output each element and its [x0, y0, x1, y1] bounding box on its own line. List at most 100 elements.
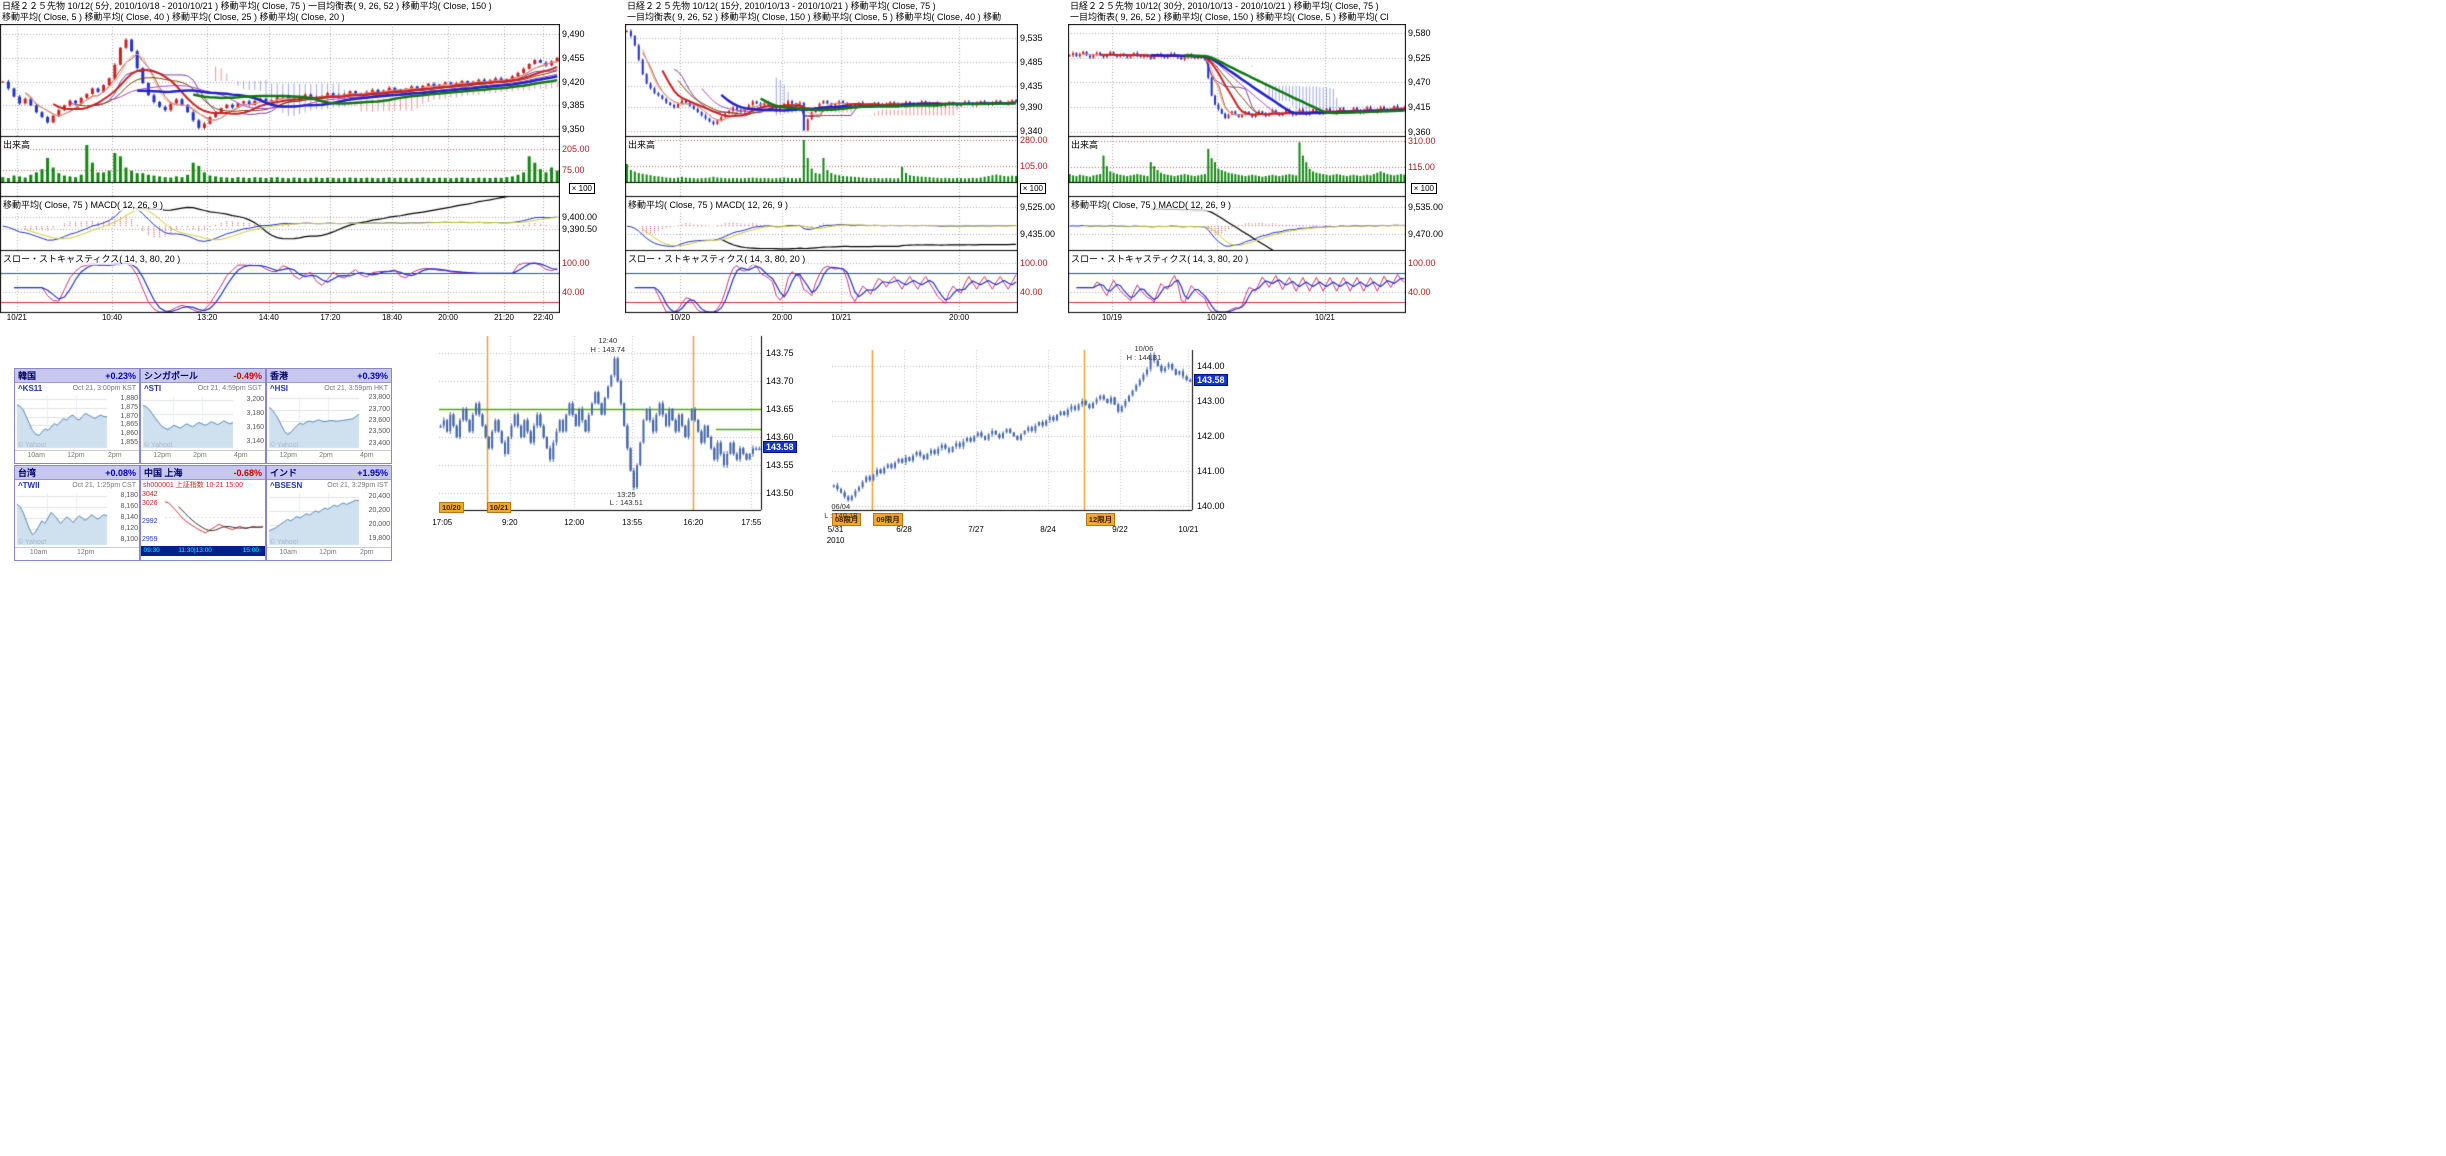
- market-tile-header: シンガポール -0.49%: [141, 369, 265, 383]
- time-tick-label: 10/20: [670, 313, 691, 322]
- yahoo-watermark: © Yahoo!: [18, 539, 47, 546]
- tile-ytick-label: 20,400: [368, 492, 390, 500]
- market-time-axis: 10am 12pm 2pm: [15, 450, 139, 462]
- intraday-detail-chart: 143.75 143.70 143.65 143.60 143.55 143.50 143.…: [432, 330, 799, 544]
- price-tick-label: 9,470: [1408, 77, 1431, 88]
- daily-history-chart: 144.00 143.00 142.00 141.00 140.00 143.58 5/31…: [824, 344, 1240, 545]
- price-tick-label: 143.70: [766, 375, 794, 386]
- tile-xtick-label: 11:30|13:00: [178, 547, 212, 554]
- market-tile-hongkong_hsi[interactable]: 香港 +0.39% ^HSI Oct 21, 3:59pm HKT 23,800 23,7…: [266, 368, 392, 464]
- volume-multiplier-badge: × 100: [1019, 183, 1046, 194]
- volume-tick-label: 205.00: [562, 144, 590, 155]
- tile-xtick-label: 10am: [27, 452, 45, 459]
- market-name: 中国 上海: [144, 468, 183, 478]
- tile-ytick-label: 20,000: [368, 521, 390, 529]
- market-subheader: ^KS11 Oct 21, 3:00pm KST: [15, 383, 139, 394]
- price-tick-label: 140.00: [1197, 501, 1225, 512]
- time-tick-label: 20:00: [949, 313, 970, 322]
- market-subheader: ^TWII Oct 21, 1:25pm CST: [15, 480, 139, 491]
- tile-ytick-label: 1,870: [120, 412, 138, 420]
- tile-xtick-label: 4pm: [234, 452, 248, 459]
- time-tick-label: 17:55: [741, 518, 762, 527]
- price-tick-label: 9,535: [1020, 33, 1043, 44]
- market-sparkline-canvas[interactable]: [267, 394, 391, 450]
- tile-ytick-label: 1,880: [120, 395, 138, 403]
- time-tick-label: 10/20: [1206, 313, 1227, 322]
- high-annotation-time: 10/06: [1134, 344, 1154, 353]
- market-time-axis: 12pm 2pm 4pm: [267, 450, 391, 462]
- market-tile-china_shanghai[interactable]: 中国 上海 -0.68% sh000001 上証指数 10-21 15:00 3042…: [140, 465, 266, 561]
- time-tick-label: 18:40: [381, 313, 403, 322]
- time-tick-label: 12:00: [564, 518, 585, 527]
- market-tile-singapore_sti[interactable]: シンガポール -0.49% ^STI Oct 21, 4:59pm SGT 3,200 3…: [140, 368, 266, 464]
- market-name: 香港: [270, 371, 289, 381]
- volume-tick-label: 280.00: [1020, 135, 1048, 145]
- low-annotation-time: 06/04: [831, 502, 851, 512]
- price-tick-label: 143.55: [766, 460, 794, 471]
- high-annotation: 10/06 H : 144.31: [1127, 344, 1162, 362]
- market-sparkline: 23,800 23,700 23,600 23,500 23,400 © Yahoo!: [267, 394, 391, 450]
- market-subheader: ^HSI Oct 21, 3:59pm HKT: [267, 383, 391, 394]
- nikkei-30min-chart-canvas[interactable]: [1068, 24, 1406, 330]
- time-tick-label: 10/21: [1314, 313, 1335, 322]
- market-symbol: ^HSI: [270, 384, 289, 393]
- market-tile-india_bsesn[interactable]: インド +1.95% ^BSESN Oct 21, 3:29pm IST 20,400 2…: [266, 465, 392, 561]
- time-axis: 10/21 10:40 13:20 14:40 17:20 18:40 20:00 21:20…: [0, 313, 560, 327]
- price-tick-label: 144.00: [1197, 360, 1225, 371]
- nikkei-30min-panel: 日経２２５先物 10/12( 30分, 2010/10/13 - 2010/10…: [1068, 0, 1443, 333]
- market-tile-header: インド +1.95%: [267, 466, 391, 480]
- panel-header: 日経２２５先物 10/12( 5分, 2010/10/18 - 2010/10/…: [2, 1, 597, 24]
- macd-tick-label: 9,470.00: [1408, 228, 1444, 239]
- tile-xtick-label: 2pm: [108, 452, 122, 459]
- tile-xtick-label: 2pm: [319, 452, 333, 459]
- nikkei-15min-chart-canvas[interactable]: [625, 24, 1018, 330]
- tile-ytick-label: 23,500: [368, 428, 390, 436]
- time-tick-label: 21:20: [493, 313, 515, 322]
- tile-xtick-label: 15:00: [242, 547, 259, 554]
- time-tick-label: 9/22: [1112, 525, 1128, 534]
- market-sparkline-canvas[interactable]: [141, 490, 265, 546]
- price-tick-label: 143.60: [766, 432, 794, 443]
- market-sparkline-canvas[interactable]: [141, 394, 265, 450]
- market-timestamp: Oct 21, 3:29pm IST: [327, 482, 388, 489]
- market-tile-taiwan_twii[interactable]: 台湾 +0.08% ^TWII Oct 21, 1:25pm CST 8,180 8,16…: [14, 465, 140, 561]
- market-sparkline-canvas[interactable]: [15, 491, 139, 547]
- tile-ytick-label: 3,140: [246, 438, 264, 446]
- nikkei-5min-chart-canvas[interactable]: [0, 24, 560, 330]
- price-tick-label: 9,490: [562, 29, 585, 40]
- panel-title: 日経２２５先物 10/12( 15分, 2010/10/13 - 2010/10…: [627, 1, 936, 11]
- high-annotation: 12:40 H : 143.74: [590, 337, 625, 354]
- tile-ytick-label: 23,400: [368, 439, 390, 447]
- tile-ytick-label: 8,100: [120, 536, 138, 544]
- intraday-chart-canvas[interactable]: [437, 330, 763, 512]
- daily-chart-canvas[interactable]: [830, 345, 1194, 515]
- price-tick-label: 9,350: [562, 124, 585, 135]
- tile-ytick-label: 3026: [142, 499, 158, 507]
- market-name: 韓国: [18, 371, 37, 381]
- panel-legend: 一目均衡表( 9, 26, 52 ) 移動平均( Close, 150 ) 移動…: [627, 12, 1002, 22]
- low-annotation: 06/04 L : 140.18: [824, 503, 857, 520]
- volume-label: 出来高: [3, 138, 31, 151]
- stoch-tick-label: 40.00: [1020, 287, 1043, 298]
- market-sparkline-canvas[interactable]: [15, 394, 139, 450]
- time-tick-label: 10/21: [831, 313, 852, 322]
- volume-multiplier-badge: × 100: [568, 183, 595, 194]
- market-time-axis: 12pm 2pm 4pm: [141, 450, 265, 462]
- time-tick-label: 14:40: [258, 313, 279, 322]
- price-tick-label: 9,435: [1020, 80, 1043, 91]
- price-tick-label: 143.00: [1197, 395, 1225, 406]
- price-tick-label: 9,580: [1408, 27, 1431, 38]
- tile-ytick-label: 8,140: [120, 514, 138, 521]
- panel-header: 日経２２５先物 10/12( 15分, 2010/10/13 - 2010/10…: [627, 1, 1048, 24]
- time-tick-label: 6/28: [896, 525, 912, 534]
- time-tick-label: 10:40: [101, 313, 123, 322]
- market-name: シンガポール: [144, 371, 199, 381]
- tile-xtick-label: 4pm: [360, 452, 374, 459]
- market-sparkline: 3042 3026 2992 2959: [141, 490, 265, 546]
- market-sparkline-canvas[interactable]: [267, 491, 391, 547]
- high-annotation-value: H : 143.74: [590, 345, 626, 355]
- low-annotation-time: 13:25: [616, 489, 636, 499]
- tile-ytick-label: 23,800: [368, 394, 390, 402]
- market-tile-korea_kospi[interactable]: 韓国 +0.23% ^KS11 Oct 21, 3:00pm KST 1,880 1,87…: [14, 368, 140, 464]
- tile-xtick-label: 12pm: [77, 549, 95, 556]
